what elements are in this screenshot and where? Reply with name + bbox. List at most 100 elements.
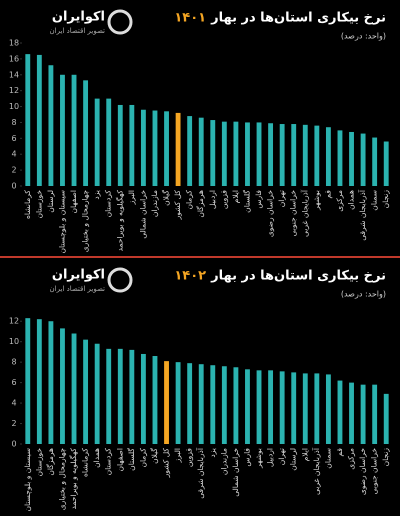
y-tick-label: 12 [9, 86, 19, 95]
x-tick-label: زنجان [381, 190, 390, 209]
bar [221, 121, 227, 186]
x-tick-label: کردستان [104, 448, 113, 476]
y-tick-label: 2 [11, 166, 16, 175]
bar [221, 366, 227, 444]
x-tick-label: آذربایجان غربی [311, 447, 321, 495]
x-tick-label: کل کشور [162, 448, 171, 479]
chart-title-year: ۱۴۰۲ [174, 269, 206, 284]
bar [279, 124, 285, 186]
bar [302, 124, 308, 186]
bar [291, 124, 297, 186]
bar [117, 104, 123, 186]
x-tick-label: سیستان و بلوچستان [57, 190, 66, 254]
x-tick-label: اردبیل [266, 448, 275, 467]
x-tick-label: گلستان [242, 190, 251, 213]
y-tick-label: 4 [11, 399, 16, 408]
x-tick-label: یزد [208, 448, 217, 458]
logo-name: اکوایران [52, 10, 105, 25]
bar [48, 65, 54, 186]
x-tick-label: خوزستان [34, 190, 43, 219]
x-tick-label: قزوین [219, 190, 228, 210]
y-tick-label: 0 [11, 440, 16, 449]
x-tick-label: لرستان [46, 190, 55, 213]
bar [25, 54, 31, 186]
bar [117, 348, 123, 444]
y-tick-label: 12 [9, 317, 19, 326]
bar [349, 131, 354, 186]
bar [245, 122, 250, 186]
bar [268, 370, 274, 444]
x-tick-label: هرمزگان [196, 190, 205, 218]
bar [256, 122, 262, 186]
bar [210, 120, 216, 186]
bar [360, 384, 366, 444]
bar [233, 121, 239, 186]
x-tick-label: خراسان جنوبی [289, 190, 298, 237]
logo-name: اکوایران [52, 268, 105, 283]
bar [175, 362, 181, 444]
bar [291, 372, 297, 444]
x-tick-label: هرمزگان [46, 448, 55, 476]
x-tick-label: خراسان شمالی [231, 448, 240, 497]
bar [245, 369, 250, 444]
bar [198, 117, 204, 186]
chart-subtitle: (واحد: درصد) [341, 32, 386, 41]
bar [279, 371, 285, 444]
x-tick-label: همدان [347, 190, 356, 210]
bar [233, 367, 239, 444]
chart-title: نرخ بیکاری استان‌ها در بهار [210, 269, 386, 284]
y-tick-label: 18 [9, 39, 19, 48]
x-tick-label: تهران [277, 190, 286, 207]
x-tick-label: چهارمحال و بختیاری [57, 448, 66, 511]
logo-tagline: تصویر اقتصاد ایران [50, 27, 106, 35]
chart-title-year: ۱۴۰۱ [174, 11, 206, 26]
x-tick-label: کهگیلویه و بویراحمد [115, 190, 124, 252]
bar [372, 384, 378, 444]
y-tick-label: 6 [11, 134, 16, 143]
logo-tagline: تصویر اقتصاد ایران [50, 285, 106, 293]
x-tick-label: ایلام [300, 448, 309, 461]
x-tick-label: مازندران [150, 190, 159, 217]
bar [129, 104, 135, 186]
x-tick-label: خراسان جنوبی [370, 448, 379, 495]
bar [372, 137, 378, 186]
x-tick-label: البرز [173, 448, 182, 463]
x-tick-label: خراسان شمالی [138, 190, 147, 239]
x-tick-label: زنجان [381, 448, 390, 467]
bar [337, 380, 343, 444]
y-tick-label: 8 [11, 358, 16, 367]
bar [106, 98, 112, 186]
bar [36, 54, 42, 186]
bar [140, 109, 146, 186]
bar [140, 353, 146, 444]
x-tick-label: آذربایجان شرقی [195, 447, 205, 499]
bar [152, 356, 158, 444]
bar [383, 141, 389, 186]
x-tick-label: سمنان [370, 190, 379, 211]
bar [337, 130, 343, 186]
y-tick-label: 0 [11, 182, 16, 191]
x-tick-label: سیستان و بلوچستان [23, 448, 32, 512]
chart-subtitle: (واحد: درصد) [341, 290, 386, 299]
x-tick-label: کرمان [185, 190, 194, 210]
x-tick-label: اصفهان [69, 190, 78, 214]
bar [94, 98, 100, 186]
bar [83, 80, 89, 186]
bar [164, 111, 169, 186]
x-tick-label: کردستان [104, 190, 113, 218]
x-tick-label: قزوین [185, 448, 194, 468]
y-tick-label: 10 [9, 102, 19, 111]
bar [349, 382, 354, 444]
y-tick-label: 4 [11, 150, 16, 159]
bar [325, 127, 331, 186]
x-tick-label: یزد [92, 190, 101, 200]
bar [48, 321, 54, 444]
x-tick-label: قم [335, 448, 344, 457]
x-tick-label: کرمانشاه [81, 448, 90, 477]
bar [60, 328, 65, 444]
bar [314, 125, 320, 186]
x-tick-label: بوشهر [312, 190, 321, 211]
x-tick-label: کهگیلویه و بویراحمد [69, 448, 78, 510]
x-tick-label: آذربایجان شرقی [357, 189, 367, 241]
bar [71, 333, 77, 444]
